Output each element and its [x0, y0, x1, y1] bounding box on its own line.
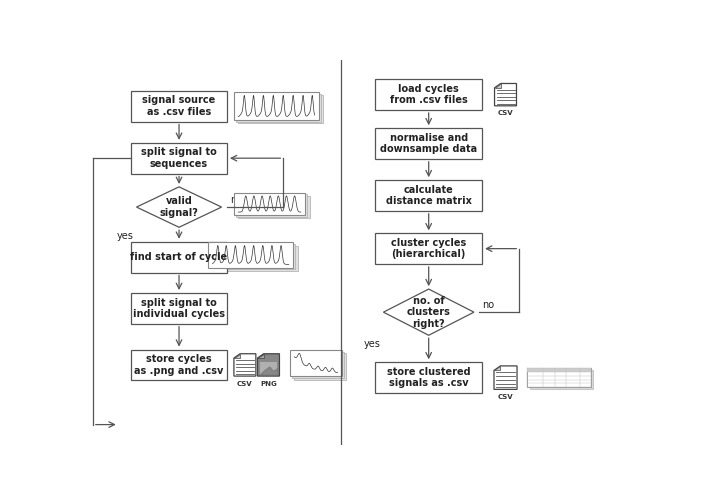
Text: no: no [230, 195, 242, 205]
FancyBboxPatch shape [131, 350, 227, 380]
Polygon shape [234, 354, 256, 376]
Text: find start of cycle: find start of cycle [130, 252, 227, 262]
FancyBboxPatch shape [131, 91, 227, 122]
Polygon shape [494, 366, 517, 390]
FancyBboxPatch shape [375, 180, 482, 211]
FancyBboxPatch shape [131, 143, 227, 174]
Text: signal source
as .csv files: signal source as .csv files [142, 96, 216, 117]
Polygon shape [384, 289, 474, 336]
FancyBboxPatch shape [212, 246, 297, 270]
Polygon shape [494, 84, 517, 106]
Text: store clustered
signals as .csv: store clustered signals as .csv [387, 367, 471, 388]
Text: calculate
distance matrix: calculate distance matrix [386, 184, 472, 206]
FancyBboxPatch shape [239, 96, 324, 123]
Polygon shape [494, 366, 501, 370]
FancyBboxPatch shape [527, 368, 590, 372]
FancyBboxPatch shape [208, 242, 293, 268]
FancyBboxPatch shape [131, 242, 227, 272]
Text: split signal to
sequences: split signal to sequences [141, 148, 217, 169]
Text: PNG: PNG [260, 380, 277, 386]
FancyBboxPatch shape [375, 362, 482, 393]
FancyBboxPatch shape [375, 233, 482, 264]
FancyBboxPatch shape [234, 193, 305, 215]
FancyBboxPatch shape [530, 370, 593, 389]
FancyBboxPatch shape [236, 194, 307, 216]
Text: yes: yes [117, 231, 134, 241]
Polygon shape [258, 354, 263, 358]
FancyBboxPatch shape [239, 196, 309, 218]
Text: CSV: CSV [237, 380, 253, 386]
Polygon shape [137, 187, 222, 228]
Text: valid
signal?: valid signal? [159, 196, 198, 218]
FancyBboxPatch shape [295, 354, 346, 380]
FancyBboxPatch shape [210, 244, 295, 269]
FancyBboxPatch shape [375, 128, 482, 159]
FancyBboxPatch shape [527, 368, 590, 387]
FancyBboxPatch shape [131, 293, 227, 324]
Polygon shape [494, 84, 501, 88]
Text: CSV: CSV [498, 394, 513, 400]
FancyBboxPatch shape [290, 350, 342, 376]
Text: store cycles
as .png and .csv: store cycles as .png and .csv [135, 354, 224, 376]
Text: CSV: CSV [498, 110, 513, 116]
Text: split signal to
individual cycles: split signal to individual cycles [133, 298, 225, 319]
Text: no. of
clusters
right?: no. of clusters right? [407, 296, 450, 329]
Polygon shape [258, 354, 280, 376]
Text: load cycles
from .csv files: load cycles from .csv files [390, 84, 467, 106]
Text: yes: yes [364, 338, 381, 348]
FancyBboxPatch shape [234, 92, 319, 120]
FancyBboxPatch shape [292, 352, 344, 378]
Text: no: no [482, 300, 494, 310]
Polygon shape [234, 354, 240, 358]
Text: cluster cycles
(hierarchical): cluster cycles (hierarchical) [391, 238, 467, 260]
Text: normalise and
downsample data: normalise and downsample data [380, 132, 477, 154]
FancyBboxPatch shape [260, 362, 278, 374]
FancyBboxPatch shape [236, 94, 321, 122]
FancyBboxPatch shape [375, 79, 482, 110]
